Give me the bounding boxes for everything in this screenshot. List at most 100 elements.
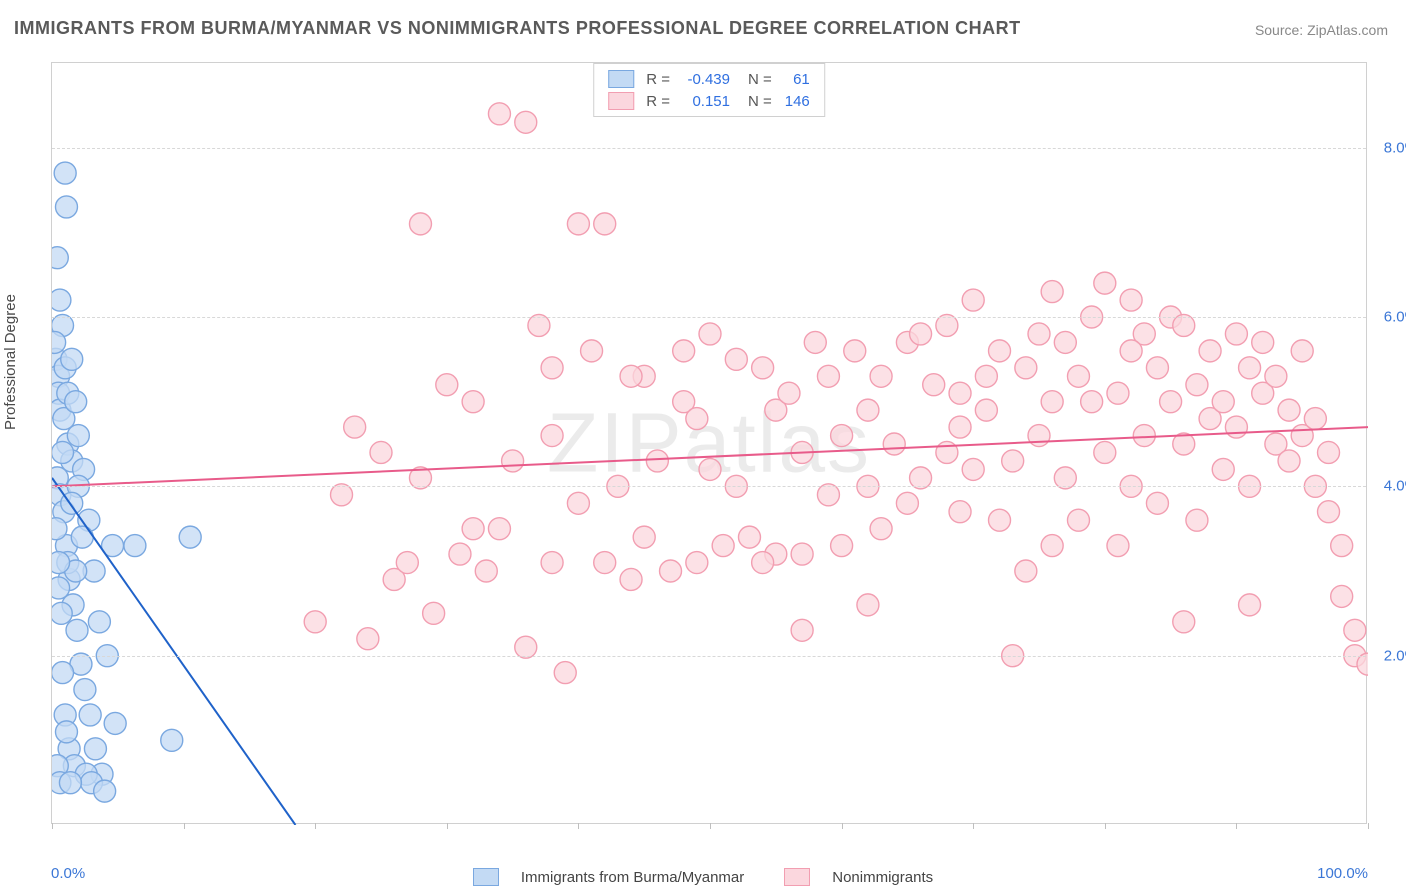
scatter-point xyxy=(541,357,563,379)
scatter-point xyxy=(94,780,116,802)
scatter-point xyxy=(975,399,997,421)
scatter-point xyxy=(1107,535,1129,557)
gridline-h xyxy=(52,317,1366,318)
scatter-point xyxy=(1067,509,1089,531)
scatter-point xyxy=(949,416,971,438)
stat-r-value: -0.439 xyxy=(670,71,730,88)
scatter-point xyxy=(74,679,96,701)
legend-swatch xyxy=(608,70,634,88)
scatter-point xyxy=(831,425,853,447)
legend-swatch xyxy=(608,92,634,110)
scatter-point xyxy=(79,704,101,726)
scatter-point xyxy=(1120,289,1142,311)
scatter-point xyxy=(396,552,418,574)
scatter-point xyxy=(1041,281,1063,303)
scatter-point xyxy=(1212,458,1234,480)
scatter-point xyxy=(84,738,106,760)
scatter-point xyxy=(1199,340,1221,362)
scatter-point xyxy=(923,374,945,396)
scatter-point xyxy=(55,196,77,218)
scatter-point xyxy=(71,526,93,548)
scatter-point xyxy=(1291,340,1313,362)
scatter-point xyxy=(581,340,603,362)
stat-n-label: N = xyxy=(748,93,772,110)
correlation-stats-box: R = -0.439N = 61R = 0.151N = 146 xyxy=(593,63,825,117)
y-tick-label: 6.0% xyxy=(1384,309,1406,326)
scatter-point xyxy=(1107,382,1129,404)
scatter-point xyxy=(304,611,326,633)
scatter-point xyxy=(65,391,87,413)
scatter-point xyxy=(567,492,589,514)
gridline-h xyxy=(52,486,1366,487)
scatter-point xyxy=(88,611,110,633)
scatter-point xyxy=(515,111,537,133)
stat-n-label: N = xyxy=(748,71,772,88)
scatter-point xyxy=(344,416,366,438)
scatter-point xyxy=(699,458,721,480)
x-tick xyxy=(52,823,53,829)
scatter-point xyxy=(179,526,201,548)
y-tick-label: 2.0% xyxy=(1384,647,1406,664)
scatter-point xyxy=(857,399,879,421)
scatter-point xyxy=(502,450,524,472)
scatter-point xyxy=(52,441,74,463)
gridline-h xyxy=(52,148,1366,149)
scatter-point xyxy=(423,602,445,624)
scatter-point xyxy=(1002,450,1024,472)
legend-label: Nonimmigrants xyxy=(832,869,933,886)
scatter-point xyxy=(686,552,708,574)
scatter-point xyxy=(1225,416,1247,438)
x-tick xyxy=(973,823,974,829)
scatter-point xyxy=(52,662,74,684)
scatter-point xyxy=(370,441,392,463)
scatter-point xyxy=(752,357,774,379)
source-attribution: Source: ZipAtlas.com xyxy=(1255,22,1388,38)
scatter-point xyxy=(1318,501,1340,523)
x-axis-max-label: 100.0% xyxy=(1317,865,1368,882)
legend-swatch xyxy=(784,868,810,886)
x-axis-min-label: 0.0% xyxy=(51,865,85,882)
stats-row: R = -0.439N = 61 xyxy=(594,68,824,90)
scatter-point xyxy=(1225,323,1247,345)
scatter-point xyxy=(1094,272,1116,294)
scatter-point xyxy=(475,560,497,582)
scatter-plot-svg xyxy=(52,63,1368,825)
scatter-point xyxy=(1331,535,1353,557)
chart-title: IMMIGRANTS FROM BURMA/MYANMAR VS NONIMMI… xyxy=(14,18,1021,39)
stat-r-label: R = xyxy=(646,93,670,110)
x-tick xyxy=(1236,823,1237,829)
legend-item: Nonimmigrants xyxy=(784,868,933,886)
scatter-point xyxy=(488,518,510,540)
scatter-point xyxy=(161,729,183,751)
scatter-point xyxy=(1278,399,1300,421)
scatter-point xyxy=(1186,374,1208,396)
scatter-point xyxy=(104,712,126,734)
x-tick xyxy=(315,823,316,829)
scatter-point xyxy=(725,348,747,370)
x-tick xyxy=(1105,823,1106,829)
scatter-point xyxy=(594,552,616,574)
scatter-point xyxy=(870,518,892,540)
scatter-point xyxy=(449,543,471,565)
scatter-point xyxy=(1133,425,1155,447)
scatter-point xyxy=(620,568,642,590)
scatter-point xyxy=(738,526,760,548)
scatter-point xyxy=(752,552,774,574)
scatter-point xyxy=(949,382,971,404)
scatter-point xyxy=(462,391,484,413)
stats-row: R = 0.151N = 146 xyxy=(594,90,824,112)
scatter-point xyxy=(1146,357,1168,379)
scatter-point xyxy=(791,543,813,565)
scatter-point xyxy=(870,365,892,387)
scatter-point xyxy=(1173,611,1195,633)
scatter-point xyxy=(646,450,668,472)
scatter-point xyxy=(52,577,70,599)
legend-label: Immigrants from Burma/Myanmar xyxy=(521,869,744,886)
scatter-point xyxy=(52,289,71,311)
scatter-point xyxy=(975,365,997,387)
scatter-point xyxy=(1318,441,1340,463)
x-tick xyxy=(1368,823,1369,829)
scatter-point xyxy=(541,425,563,447)
gridline-h xyxy=(52,656,1366,657)
scatter-point xyxy=(1278,450,1300,472)
